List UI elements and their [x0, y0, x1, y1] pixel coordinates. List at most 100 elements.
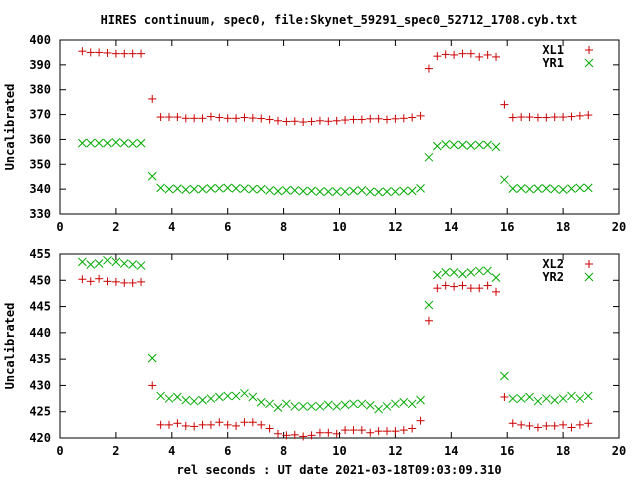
data-point: [575, 394, 585, 403]
data-point: [128, 278, 137, 287]
data-point: [466, 268, 476, 277]
data-point: [516, 184, 526, 193]
data-point: [173, 113, 182, 122]
data-point: [567, 184, 576, 193]
data-point: [323, 400, 333, 410]
data-point: [290, 117, 299, 126]
data-point: [492, 287, 501, 296]
data-point: [274, 429, 283, 438]
data-point: [206, 112, 215, 121]
data-point: [508, 184, 518, 193]
data-point: [119, 138, 129, 148]
x-tick-label: 12: [388, 220, 402, 234]
data-point: [483, 266, 492, 276]
data-point: [399, 426, 408, 435]
data-point: [181, 185, 191, 194]
data-point: [542, 421, 551, 430]
x-tick-label: 2: [112, 444, 119, 458]
data-point: [483, 50, 492, 59]
data-point: [156, 183, 165, 193]
data-point: [173, 392, 182, 402]
data-point: [256, 184, 266, 194]
data-point: [559, 113, 568, 122]
data-point: [559, 420, 568, 429]
data-point: [449, 140, 459, 150]
data-point: [357, 186, 367, 195]
data-point: [575, 183, 585, 193]
data-point: [424, 316, 433, 325]
data-point: [516, 394, 526, 403]
y-tick-label: 400: [29, 33, 51, 47]
data-point: [517, 420, 526, 429]
data-point: [265, 115, 274, 124]
data-point: [181, 421, 190, 430]
data-point: [120, 278, 129, 287]
data-point: [584, 419, 593, 428]
data-point: [558, 394, 568, 403]
x-tick-label: 18: [556, 220, 570, 234]
series-xl1: [78, 47, 593, 127]
data-point: [298, 186, 308, 196]
y-axis-label: Uncalibrated: [3, 84, 17, 171]
data-point: [307, 186, 316, 196]
data-point: [95, 274, 104, 283]
data-point: [365, 401, 375, 410]
data-point: [136, 138, 146, 148]
data-point: [491, 273, 501, 283]
data-point: [307, 117, 316, 126]
data-point: [214, 184, 224, 193]
data-point: [273, 403, 283, 412]
top-panel: 0 2 4 6 8 10 12 14 16 18 20 330 340 350 360 370 380 390 40…: [3, 33, 626, 234]
data-point: [223, 391, 233, 401]
data-point: [164, 184, 174, 194]
data-point: [181, 114, 190, 123]
data-point: [324, 117, 333, 126]
data-point: [533, 184, 543, 193]
x-tick-label: 8: [280, 220, 287, 234]
data-point: [94, 259, 104, 268]
data-point: [198, 395, 207, 405]
data-point: [408, 113, 417, 122]
data-point: [78, 47, 87, 56]
data-point: [165, 420, 174, 429]
data-point: [265, 399, 274, 409]
data-point: [78, 257, 87, 267]
data-point: [95, 48, 104, 57]
x-tick-label: 4: [168, 220, 175, 234]
data-point: [173, 184, 182, 193]
data-point: [399, 114, 408, 123]
x-tick-label: 12: [388, 444, 402, 458]
x-tick-label: 14: [444, 444, 458, 458]
data-point: [332, 429, 341, 438]
legend-label: YR1: [542, 56, 564, 70]
data-point: [399, 397, 409, 407]
x-tick-label: 4: [168, 444, 175, 458]
data-point: [466, 49, 475, 58]
data-point: [340, 187, 350, 196]
data-point: [391, 187, 400, 196]
data-point: [299, 432, 308, 441]
data-point: [332, 116, 341, 125]
data-point: [290, 402, 300, 411]
data-point: [458, 281, 467, 290]
data-point: [315, 428, 324, 437]
data-point: [466, 284, 475, 293]
legend-marker: [584, 58, 594, 68]
data-point: [299, 118, 308, 127]
data-point: [111, 257, 121, 267]
series-yr1: [78, 138, 593, 197]
data-point: [558, 185, 568, 194]
data-point: [282, 186, 291, 195]
data-point: [492, 52, 501, 61]
data-point: [575, 420, 584, 429]
data-point: [315, 187, 325, 196]
data-point: [500, 175, 509, 185]
data-point: [583, 391, 593, 401]
data-point: [357, 426, 366, 435]
data-point: [433, 284, 442, 293]
data-point: [483, 140, 492, 150]
data-point: [432, 270, 442, 280]
data-point: [332, 402, 342, 411]
data-point: [584, 111, 593, 120]
chart-title: HIRES continuum, spec0, file:Skynet_5929…: [101, 13, 578, 28]
